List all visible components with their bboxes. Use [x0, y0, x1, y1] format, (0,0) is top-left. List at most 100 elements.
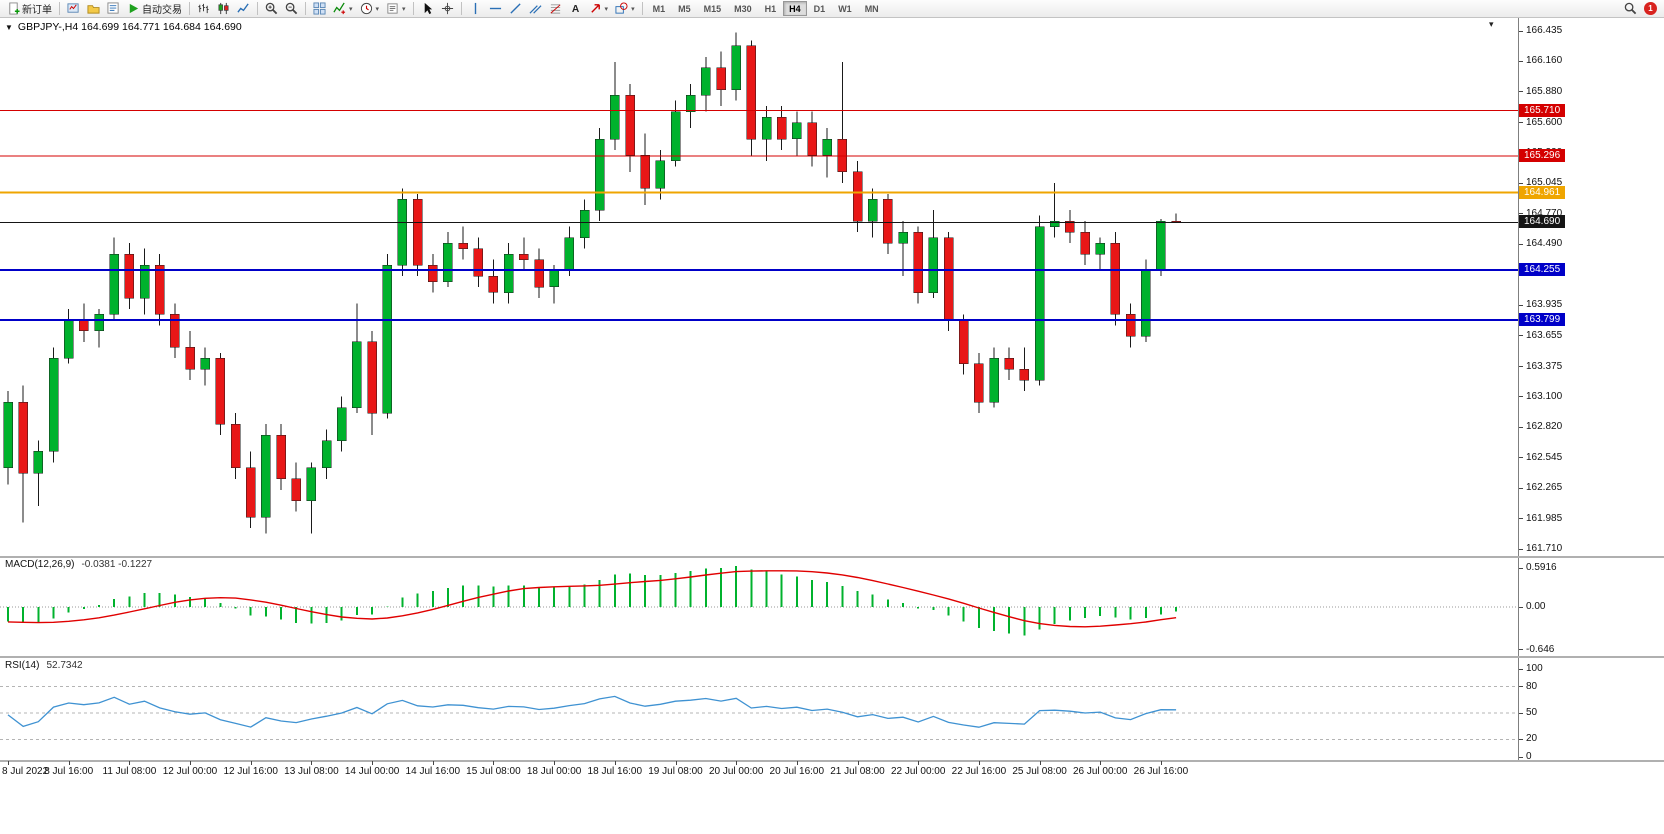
autotrading-button[interactable]: 自动交易 — [124, 1, 185, 17]
candlestick-chart-button[interactable] — [214, 1, 233, 17]
market-watch-button[interactable] — [104, 1, 123, 17]
trendline-button[interactable] — [506, 1, 525, 17]
price-tick — [1519, 366, 1523, 367]
rsi-tick-label: 80 — [1526, 680, 1538, 692]
time-label: 21 Jul 08:00 — [830, 766, 885, 777]
charts-button[interactable] — [64, 1, 83, 17]
price-axis[interactable] — [1518, 18, 1664, 760]
search-icon — [1624, 2, 1637, 15]
timeframe-mn-button[interactable]: MN — [859, 1, 885, 16]
timeframe-h4-button[interactable]: H4 — [783, 1, 807, 16]
time-label: 14 Jul 00:00 — [344, 766, 400, 777]
price-tick — [1519, 457, 1523, 458]
chart-plot[interactable] — [0, 0, 1518, 834]
time-tick — [1160, 761, 1162, 765]
time-label: 18 Jul 16:00 — [587, 766, 643, 777]
one-click-trading-icon[interactable]: ▼ — [5, 22, 13, 32]
timeframe-d1-button[interactable]: D1 — [808, 1, 832, 16]
price-tick-label: 161.985 — [1526, 512, 1563, 524]
price-tick-label: 165.880 — [1526, 85, 1563, 97]
time-label: 12 Jul 16:00 — [223, 766, 278, 777]
time-tick — [796, 761, 798, 765]
cursor-icon — [421, 2, 434, 15]
rsi-value-label: 52.7342 — [46, 660, 83, 671]
timeframe-m5-button[interactable]: M5 — [672, 1, 697, 16]
timeframe-m30-button[interactable]: M30 — [728, 1, 758, 16]
panel-divider-macd-rsi[interactable] — [0, 656, 1664, 658]
time-tick — [432, 761, 434, 765]
rsi-tick — [1519, 756, 1523, 758]
crosshair-button[interactable] — [438, 1, 457, 17]
new-order-button[interactable]: 新订单 — [4, 1, 55, 17]
periods-dropdown-icon[interactable]: ▾ — [375, 5, 380, 13]
price-tag-164.961: 164.961 — [1519, 185, 1566, 199]
fibonacci-button[interactable] — [546, 1, 565, 17]
charts-icon — [67, 2, 80, 15]
timeframe-w1-button[interactable]: W1 — [832, 1, 858, 16]
time-tick — [1039, 761, 1041, 765]
time-tick — [857, 761, 859, 765]
chart-shift-marker-icon[interactable]: ▾ — [1489, 19, 1494, 29]
horizontal-line-button[interactable] — [486, 1, 505, 17]
price-tag-164.255: 164.255 — [1519, 263, 1566, 276]
text-button[interactable]: A — [566, 1, 585, 17]
price-tick — [1519, 518, 1523, 520]
time-label: 11 Jul 08:00 — [102, 766, 157, 777]
timeframe-m1-button[interactable]: M1 — [647, 1, 672, 16]
macd-tick — [1519, 606, 1523, 608]
candles — [3, 32, 1181, 534]
arrows-button[interactable]: ▾ — [586, 1, 612, 17]
equidistant-channel-button[interactable] — [526, 1, 545, 17]
price-tick-label: 161.710 — [1526, 543, 1563, 554]
arrows-dropdown-icon[interactable]: ▾ — [604, 5, 609, 13]
line-chart-button[interactable] — [234, 1, 253, 17]
templates-icon — [386, 2, 399, 15]
zoom-out-button[interactable] — [282, 1, 301, 17]
notifications-button[interactable]: 1 — [1641, 1, 1660, 17]
bar-chart-button[interactable] — [194, 1, 213, 17]
time-tick — [1100, 761, 1102, 765]
templates-button[interactable]: ▾ — [383, 1, 409, 17]
timeframe-m15-button[interactable]: M15 — [698, 1, 728, 16]
indicators-button[interactable]: ▾ — [330, 1, 356, 17]
price-tag-163.799: 163.799 — [1519, 313, 1566, 326]
panel-divider-main-macd[interactable] — [0, 556, 1664, 558]
toolbar-separator — [189, 2, 190, 15]
shapes-button[interactable]: ▾ — [612, 1, 638, 17]
text-icon: A — [569, 2, 582, 15]
autotrading-icon — [127, 2, 140, 15]
templates-dropdown-icon[interactable]: ▾ — [402, 5, 406, 13]
tile-windows-button[interactable] — [310, 1, 329, 17]
profiles-button[interactable] — [84, 1, 103, 17]
zoom-in-button[interactable] — [262, 1, 281, 17]
vertical-line-button[interactable] — [466, 1, 485, 17]
time-label: 25 Jul 08:00 — [1012, 766, 1067, 777]
indicators-dropdown-icon[interactable]: ▾ — [349, 5, 353, 13]
rsi-panel-label: RSI(14) 52.7342 — [5, 660, 83, 671]
svg-text:A: A — [571, 4, 579, 15]
price-tick — [1519, 335, 1523, 337]
price-tag-165.710: 165.710 — [1519, 103, 1566, 117]
timeframe-h1-button[interactable]: H1 — [759, 1, 783, 16]
zoom-out-icon — [285, 2, 298, 15]
price-tick-label: 162.545 — [1526, 451, 1563, 463]
toolbar: 新订单 自动交易 ▾ ▾ ▾ A ▾ ▾ M1 M5 M15 M30 H1 H4 D1 W1 MN 1 — [0, 0, 1664, 18]
price-tick — [1519, 30, 1523, 32]
price-tick — [1519, 122, 1523, 123]
macd-signal-line — [7, 570, 1177, 628]
macd-tick — [1519, 649, 1523, 651]
macd-histogram — [7, 566, 1178, 636]
shapes-dropdown-icon[interactable]: ▾ — [631, 5, 635, 13]
price-tick-label: 164.490 — [1526, 238, 1563, 250]
time-label: 22 Jul 00:00 — [890, 766, 946, 777]
price-tick-label: 164.770 — [1526, 207, 1563, 219]
price-tick — [1519, 243, 1523, 245]
periods-button[interactable]: ▾ — [357, 1, 383, 17]
price-tick-label: 162.265 — [1526, 482, 1563, 494]
cursor-button[interactable] — [418, 1, 437, 17]
rsi-tick — [1519, 712, 1523, 714]
search-button[interactable] — [1621, 1, 1640, 17]
line-chart-icon — [237, 2, 250, 15]
toolbar-separator — [460, 2, 462, 15]
